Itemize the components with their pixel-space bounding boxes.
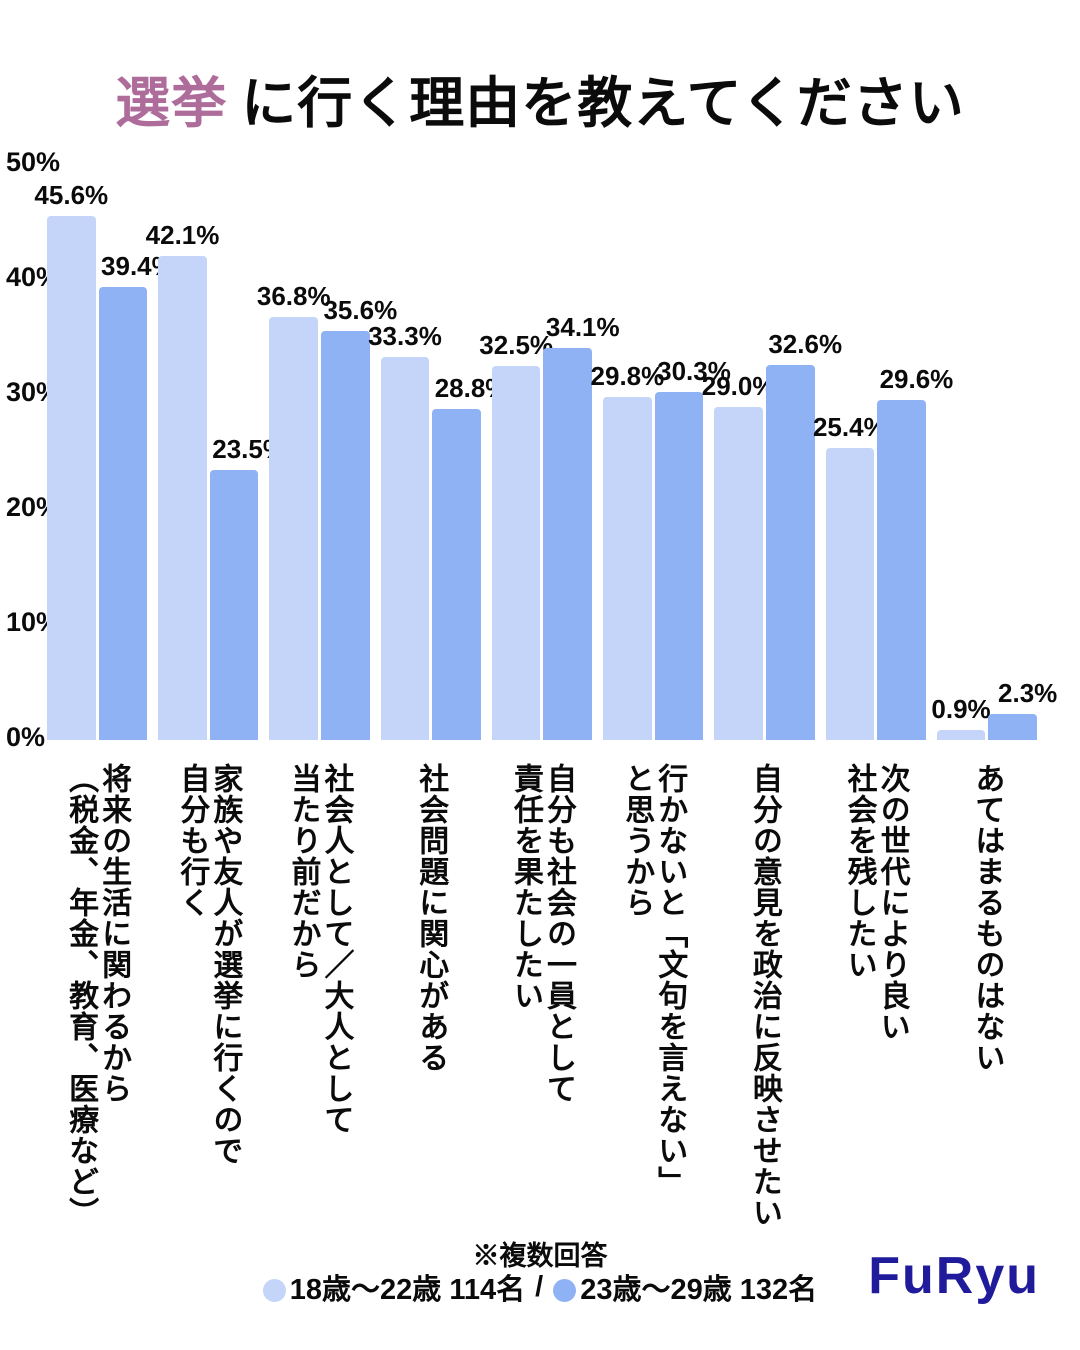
bar-group: 29.8% 30.3% (591, 165, 731, 740)
bar-age-18-22: 45.6% (34, 180, 108, 740)
bar-age-18-22: 0.9% (931, 694, 991, 740)
bar-value-label: 32.6% (768, 329, 843, 360)
category-label-cell: 将来の生活に関わるから （税金、年金、教育、医療など） (47, 763, 147, 1228)
category-label-cell: 次の世代により良い 社会を残したい (826, 763, 926, 1228)
y-tick-label: 50% (6, 147, 61, 178)
bar-value-label: 29.0% (701, 370, 776, 401)
legend-item-series1: 18歳～22歳 114名 (262, 1266, 526, 1308)
bar-age-23-29: 29.6% (877, 364, 953, 740)
category-labels: 将来の生活に関わるから （税金、年金、教育、医療など） 家族や友人が選挙に行くので自… (47, 763, 1037, 1228)
category-label-cell: 家族や友人が選挙に行くので 自分も行く (158, 763, 258, 1228)
bar-value-label: 42.1% (145, 219, 220, 250)
bar-age-23-29: 23.5% (209, 434, 286, 740)
category-label: 家族や友人が選挙に行くので 自分も行く (175, 763, 242, 1166)
bar-value-label: 45.6% (34, 179, 109, 210)
bars: 45.6% 39.4% 42.1% 23.5% 36.8% 35.6% 33.3% 28.8%… (34, 165, 1057, 740)
legend-label-series2: 23歳～29歳 132名 (580, 1274, 818, 1306)
bar-value-label: 32.5% (479, 330, 554, 361)
bar-value-label: 34.1% (545, 311, 620, 342)
category-label: 社会問題に関心がある (414, 763, 448, 1073)
bar-value-label: 2.3% (998, 677, 1058, 708)
bar-group: 25.4% 29.6% (813, 165, 953, 740)
bar-group: 0.9% 2.3% (931, 165, 1057, 740)
bar-value-label: 30.3% (657, 355, 731, 386)
bar-age-23-29: 32.6% (765, 329, 842, 740)
bar-age-23-29: 35.6% (321, 295, 397, 740)
bar-value-label: 36.8% (256, 280, 331, 311)
bar-age-23-29: 39.4% (98, 251, 175, 740)
category-label-cell: 行かないと「文句を言えない」 と思うから (603, 763, 703, 1228)
bar-age-18-22: 29.8% (591, 361, 664, 740)
bar-value-label: 0.9% (931, 693, 991, 724)
bar-group: 45.6% 39.4% (34, 165, 175, 740)
bar-age-18-22: 32.5% (479, 330, 553, 740)
bar-age-18-22: 25.4% (813, 412, 887, 740)
bar-group: 33.3% 28.8% (368, 165, 508, 740)
category-label-cell: あてはまるものはない (937, 763, 1037, 1228)
bar-age-18-22: 36.8% (257, 281, 331, 740)
bar-group: 36.8% 35.6% (257, 165, 397, 740)
series1-dot-icon (262, 1279, 286, 1302)
legend-label-series1: 18歳～22歳 114名 (289, 1274, 526, 1306)
multiple-answer-note: ※複数回答 (472, 1241, 608, 1271)
bar-age-18-22: 29.0% (702, 371, 775, 740)
category-label: あてはまるものはない (970, 763, 1004, 1073)
legend: 18歳～22歳 114名 / 23歳～29歳 132名 (0, 1266, 1080, 1308)
bar-age-18-22: 33.3% (368, 321, 442, 740)
page-title: 選挙 に行く理由を教えてください (0, 58, 1080, 138)
category-label-cell: 社会問題に関心がある (381, 763, 481, 1228)
category-label: 自分も社会の一員として 責任を果たしたい (508, 763, 575, 1104)
legend-item-series2: 23歳～29歳 132名 (553, 1266, 817, 1308)
title-rest: に行く理由を教えてください (241, 72, 965, 134)
bar-group: 32.5% 34.1% (479, 165, 620, 740)
category-label: 社会人として／大人として 当たり前だから (286, 763, 353, 1135)
bar-age-23-29: 28.8% (432, 373, 508, 740)
furyu-logo: FuRyu (868, 1247, 1040, 1305)
bar-value-label: 29.6% (879, 363, 954, 394)
bar-value-label: 25.4% (812, 411, 887, 442)
category-label-cell: 自分も社会の一員として 責任を果たしたい (492, 763, 592, 1228)
legend-separator: / (535, 1270, 544, 1303)
category-label-cell: 自分の意見を政治に反映させたい (714, 763, 814, 1228)
title-accent: 選挙 (115, 72, 228, 134)
bar-age-23-29: 34.1% (543, 312, 620, 740)
category-label: 自分の意見を政治に反映させたい (747, 763, 781, 1228)
bar-value-label: 33.3% (368, 321, 442, 352)
series2-dot-icon (553, 1279, 577, 1302)
category-label: 行かないと「文句を言えない」 と思うから (620, 763, 687, 1197)
category-label: 次の世代により良い 社会を残したい (842, 763, 909, 1042)
bar-age-18-22: 42.1% (146, 220, 219, 740)
y-tick-label: 0% (6, 722, 46, 753)
category-label-cell: 社会人として／大人として 当たり前だから (269, 763, 369, 1228)
bar-value-label: 29.8% (590, 361, 665, 392)
bar-age-23-29: 2.3% (988, 678, 1057, 740)
plot-area: 45.6% 39.4% 42.1% 23.5% 36.8% 35.6% 33.3% 28.8%… (34, 165, 1057, 740)
bar-value-label: 35.6% (323, 294, 398, 325)
bar-age-23-29: 30.3% (654, 356, 731, 740)
bar-group: 29.0% 32.6% (702, 165, 842, 740)
category-label: 将来の生活に関わるから （税金、年金、教育、医療など） (64, 763, 131, 1228)
